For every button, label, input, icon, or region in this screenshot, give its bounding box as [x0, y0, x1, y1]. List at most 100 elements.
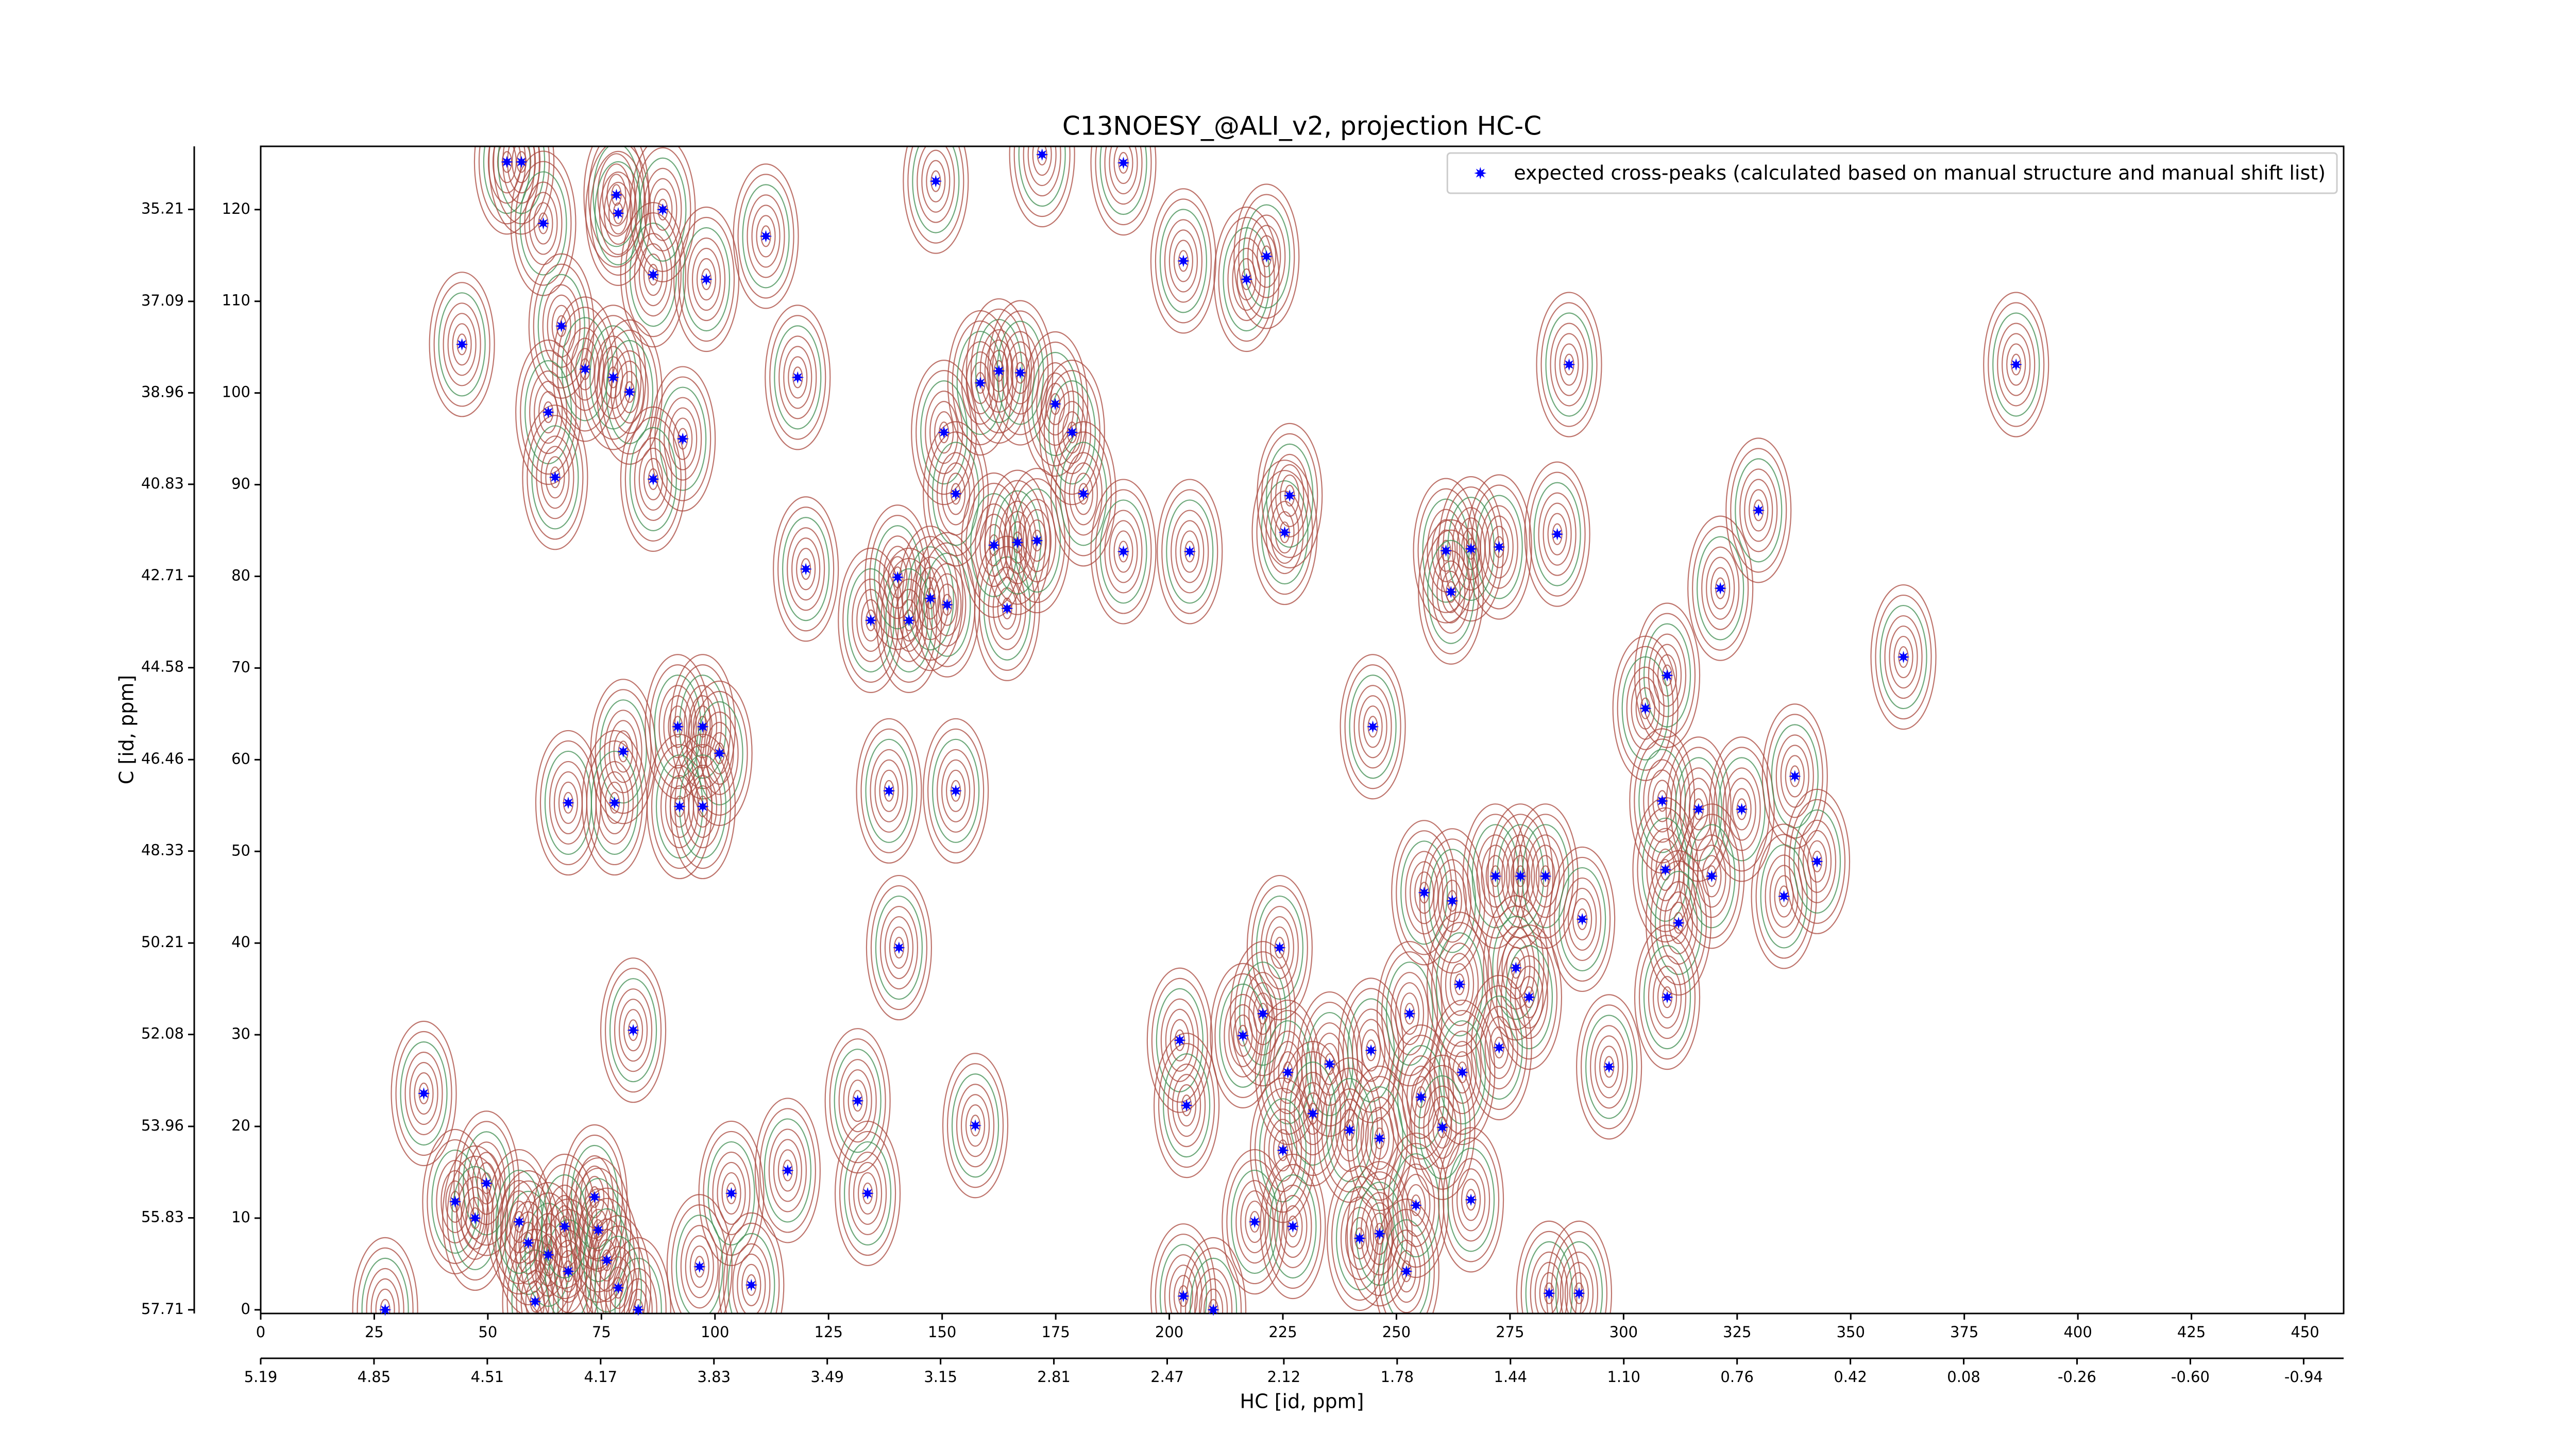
contour	[451, 1166, 499, 1271]
contour	[1413, 478, 1479, 624]
contour	[1437, 869, 1467, 933]
contour	[920, 577, 940, 620]
cross-peak	[950, 784, 962, 797]
contour	[691, 690, 748, 816]
cross-peak	[1365, 1044, 1378, 1057]
contour	[1301, 1001, 1358, 1127]
contour	[1988, 302, 2045, 427]
contour	[1349, 675, 1397, 779]
contour	[1180, 530, 1200, 573]
cross-peak	[1510, 962, 1522, 974]
contour	[1232, 247, 1261, 311]
contour	[1265, 490, 1304, 575]
contour	[1744, 479, 1773, 542]
contour	[1048, 380, 1096, 485]
contour	[531, 425, 579, 530]
contour	[1228, 1004, 1258, 1067]
contour	[992, 310, 1049, 435]
contour	[465, 1197, 485, 1240]
contour	[1387, 1229, 1426, 1313]
cross-peak	[1173, 1034, 1186, 1047]
contour	[1530, 1251, 1568, 1313]
contour	[1168, 1265, 1198, 1313]
contour	[552, 296, 618, 442]
x2-tick-label: 0.08	[1947, 1368, 1980, 1386]
x-tick-label: 50	[478, 1323, 497, 1341]
contour	[1073, 473, 1094, 515]
contour	[585, 315, 642, 440]
contour	[1718, 757, 1766, 862]
contour	[975, 503, 1013, 587]
contour	[1807, 840, 1827, 883]
contour	[848, 1080, 868, 1122]
cross-peak	[697, 720, 709, 733]
cross-peak	[537, 217, 550, 230]
contour	[623, 1009, 643, 1052]
cross-peak	[562, 797, 574, 809]
contour	[1214, 973, 1272, 1098]
contour	[1870, 584, 1937, 730]
contour	[1158, 1043, 1215, 1168]
contour	[1481, 845, 1510, 908]
contour	[897, 526, 963, 671]
contour	[427, 1139, 484, 1265]
contour	[834, 1049, 882, 1153]
contour	[671, 1204, 728, 1313]
contour	[1244, 972, 1282, 1056]
cross-peak	[1001, 602, 1013, 615]
contour	[777, 1149, 798, 1192]
contour	[1710, 567, 1731, 610]
contour	[1634, 924, 1701, 1070]
cross-peak	[1752, 504, 1765, 517]
contour	[920, 380, 968, 485]
contour	[759, 1108, 816, 1233]
contour	[1725, 437, 1792, 583]
contour	[1652, 644, 1682, 707]
contour	[594, 335, 633, 419]
cross-peak	[1493, 541, 1505, 553]
contour	[1657, 976, 1677, 1019]
contour	[906, 546, 954, 651]
contour	[1409, 1054, 1476, 1200]
contour	[1330, 1088, 1369, 1172]
contour	[1487, 803, 1554, 949]
contour	[951, 1073, 999, 1178]
contour	[1251, 885, 1308, 1010]
contour	[1462, 803, 1529, 949]
x-tick-label: 100	[701, 1323, 729, 1341]
contour	[1254, 1088, 1312, 1213]
contour	[1022, 331, 1089, 477]
y2-tick-label: 52.08	[141, 1025, 184, 1042]
contour	[1226, 1159, 1283, 1285]
contour	[666, 1194, 733, 1313]
contour	[668, 407, 698, 470]
contour	[773, 496, 839, 642]
cross-peak	[1661, 991, 1673, 1004]
y-tick-label: 30	[231, 1025, 250, 1042]
cross-peak	[1177, 255, 1190, 267]
cross-peak	[1014, 366, 1027, 379]
cross-peak	[1445, 585, 1458, 598]
cross-peak	[579, 363, 591, 376]
contour	[889, 926, 909, 969]
cross-peak	[1639, 702, 1652, 715]
contour	[1445, 953, 1475, 1016]
contour	[778, 335, 817, 419]
contour	[1170, 1019, 1190, 1062]
contour	[488, 146, 555, 235]
cross-peak	[1011, 536, 1024, 549]
contour	[1180, 1237, 1247, 1313]
contour	[1022, 509, 1052, 572]
contour	[639, 157, 687, 262]
contour	[853, 1161, 883, 1225]
contour	[1157, 479, 1223, 625]
y2-tick-label: 57.71	[141, 1300, 184, 1318]
contour	[1240, 1190, 1269, 1254]
contour	[933, 573, 962, 636]
contour	[1023, 146, 1061, 197]
contour	[1558, 867, 1606, 972]
cross-peak	[1543, 1287, 1555, 1300]
contour	[1428, 1096, 1457, 1159]
contour	[1337, 978, 1404, 1123]
